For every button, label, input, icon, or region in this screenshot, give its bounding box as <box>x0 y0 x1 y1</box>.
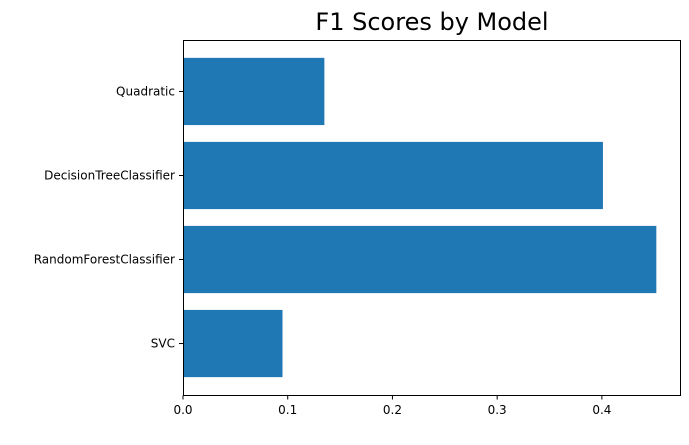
y-tick-label: RandomForestClassifier <box>34 253 175 267</box>
y-axis: SVC RandomForestClassifier DecisionTreeCla… <box>34 84 183 351</box>
chart-title: F1 Scores by Model <box>315 8 548 36</box>
y-tick-label: DecisionTreeClassifier <box>44 168 175 182</box>
plot-frame <box>183 40 681 396</box>
bars-layer <box>183 57 657 378</box>
y-tick-label: Quadratic <box>116 84 175 98</box>
bar-randomforestclassifier <box>183 225 657 294</box>
x-axis: 0.0 0.1 0.2 0.3 0.4 <box>173 395 611 417</box>
x-tick-label: 0.4 <box>592 403 611 417</box>
bar-svc <box>183 309 283 378</box>
y-tick-label: SVC <box>151 337 175 351</box>
bar-quadratic <box>183 57 325 126</box>
x-tick-label: 0.1 <box>278 403 297 417</box>
x-tick-label: 0.3 <box>488 403 507 417</box>
bar-decisiontreeclassifier <box>183 141 603 210</box>
x-tick-label: 0.2 <box>383 403 402 417</box>
x-tick-label: 0.0 <box>173 403 192 417</box>
